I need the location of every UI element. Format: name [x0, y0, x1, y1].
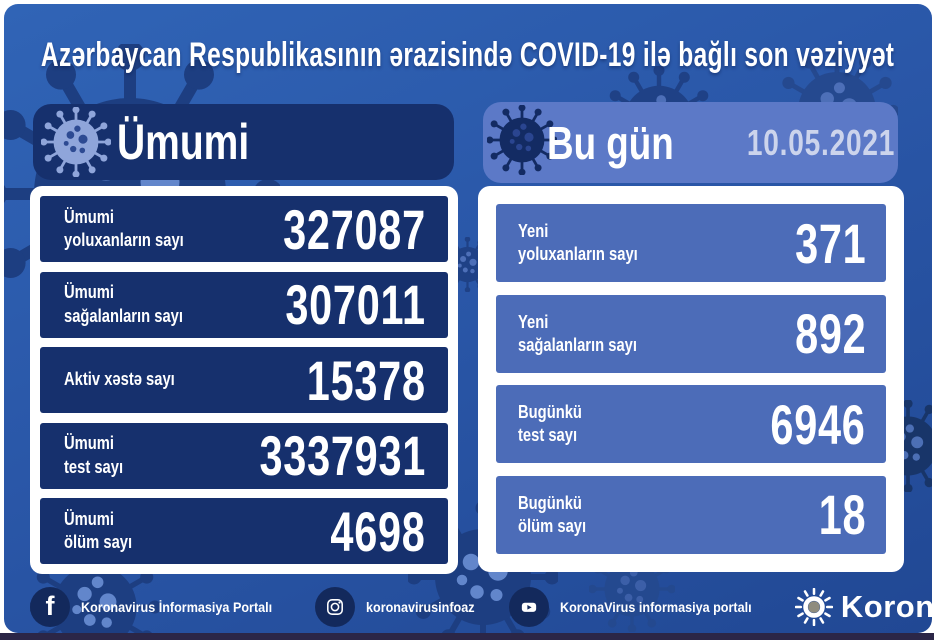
stat-row-new-recovered: Yeni sağalanların sayı 892: [496, 294, 886, 373]
instagram-icon[interactable]: [315, 587, 356, 627]
instagram-glyph: [327, 599, 344, 615]
stat-label: Yeni yoluxanların sayı: [518, 220, 638, 266]
stat-label-line: Ümumi: [64, 508, 115, 529]
youtube-glyph: [521, 602, 537, 612]
stat-label: Aktiv xəstə sayı: [64, 368, 175, 391]
facebook-glyph: f: [45, 590, 55, 621]
facebook-icon[interactable]: f: [30, 587, 70, 627]
footer: f Koronavirus İnformasiya Portalı korona…: [4, 582, 932, 632]
stat-label-line: sağalanların sayı: [518, 334, 637, 355]
virus-icon: [41, 107, 111, 177]
stat-label-line: ölüm sayı: [518, 515, 587, 536]
stat-value: 892: [794, 302, 866, 366]
stat-value: 327087: [283, 197, 426, 261]
stat-value: 371: [794, 211, 866, 275]
stat-row-new-infected: Yeni yoluxanların sayı 371: [496, 204, 886, 282]
summary-panel-header: Ümumi: [33, 104, 454, 180]
instagram-label: koronavirusinfoaz: [366, 599, 475, 615]
page-title: Azərbaycan Respublikasının ərazisində CO…: [4, 26, 932, 84]
stat-row-total-infected: Ümumi yoluxanların sayı 327087: [40, 196, 448, 262]
facebook-link[interactable]: f Koronavirus İnformasiya Portalı: [30, 587, 293, 627]
stat-label: Ümumi yoluxanların sayı: [64, 206, 184, 252]
page-title-text: Azərbaycan Respublikasının ərazisində CO…: [41, 35, 895, 74]
stat-value: 3337931: [259, 424, 426, 487]
stat-value: 15378: [307, 348, 426, 412]
report-date: 10.05.2021: [747, 121, 896, 163]
youtube-link[interactable]: KoronaVirus informasiya portalı: [509, 587, 773, 627]
stat-row-total-recovered: Ümumi sağalanların sayı 307011: [40, 271, 448, 338]
youtube-label: KoronaVirus informasiya portalı: [560, 599, 752, 615]
stat-label: Ümumi test sayı: [64, 432, 123, 478]
stat-row-today-deaths: Bugünkü ölüm sayı 18: [496, 475, 886, 554]
stat-label: Yeni sağalanların sayı: [518, 311, 637, 357]
today-panel-header: Bu gün 10.05.2021: [483, 102, 898, 183]
stat-label-line: Bugünkü: [518, 492, 582, 513]
stat-label-line: test sayı: [64, 456, 124, 477]
stat-value: 18: [818, 483, 866, 547]
stat-label-line: Yeni: [518, 220, 549, 241]
stat-label-line: Ümumi: [64, 206, 115, 227]
stat-label-line: yoluxanların sayı: [64, 230, 184, 250]
stat-label-line: Aktiv xəstə sayı: [64, 369, 175, 390]
stat-row-total-deaths: Ümumi ölüm sayı 4698: [40, 498, 448, 564]
bottom-strip: [0, 633, 934, 640]
infographic-poster: Azərbaycan Respublikasının ərazisində CO…: [4, 4, 932, 633]
stat-label: Bugünkü test sayı: [518, 401, 582, 447]
today-panel: Yeni yoluxanların sayı 371 Yeni sağalanl…: [478, 186, 904, 572]
stat-row-active-cases: Aktiv xəstə sayı 15378: [40, 347, 448, 413]
facebook-label: Koronavirus İnformasiya Portalı: [81, 599, 273, 615]
stat-label: Bugünkü ölüm sayı: [518, 492, 586, 538]
instagram-link[interactable]: koronavirusinfoaz: [315, 587, 487, 627]
stat-label-line: Yeni: [518, 311, 549, 332]
stat-value: 307011: [285, 273, 426, 336]
stat-label-line: test sayı: [518, 425, 578, 446]
stat-label: Ümumi ölüm sayı: [64, 508, 132, 554]
stat-label-line: yoluxanların sayı: [518, 244, 638, 264]
stat-row-today-tests: Bugünkü test sayı 6946: [496, 385, 886, 464]
stat-value: 6946: [770, 392, 866, 456]
today-panel-title: Bu gün: [547, 116, 674, 169]
stat-value: 4698: [330, 499, 426, 563]
koronavirus-info-logo: KoronaVirus info: [794, 588, 932, 626]
stat-label-line: Ümumi: [64, 433, 115, 454]
stat-label-line: Bugünkü: [518, 402, 582, 423]
stat-label: Ümumi sağalanların sayı: [64, 281, 183, 327]
logo-text: KoronaVirus: [840, 589, 932, 624]
stat-label-line: ölüm sayı: [64, 532, 133, 552]
virus-sun-icon: [794, 588, 833, 626]
summary-panel: Ümumi yoluxanların sayı 327087 Ümumi sağ…: [30, 186, 458, 574]
youtube-icon[interactable]: [509, 587, 549, 627]
stat-row-total-tests: Ümumi test sayı 3337931: [40, 422, 448, 489]
stat-label-line: sağalanların sayı: [64, 305, 183, 326]
summary-panel-title: Ümumi: [117, 114, 250, 170]
stat-label-line: Ümumi: [64, 282, 115, 303]
